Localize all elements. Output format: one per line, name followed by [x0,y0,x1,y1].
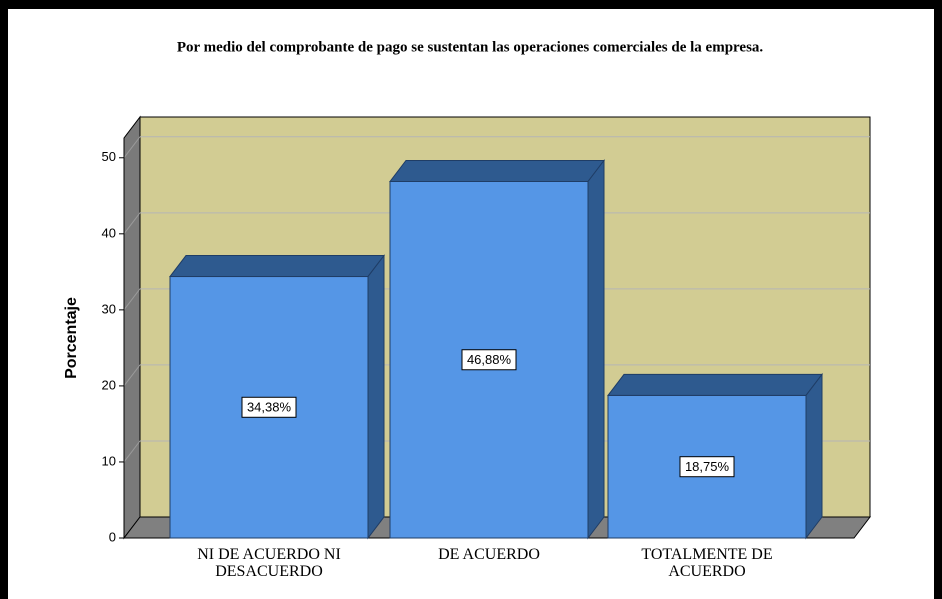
y-axis-label: Porcentaje [63,297,80,379]
bar-side [587,159,605,540]
y-tick-label: 0 [109,529,116,544]
y-tick-label: 10 [102,453,116,468]
grid-line-side [123,136,141,159]
grid-line-side [123,364,141,387]
x-tick-label: NI DE ACUERDO NI DESACUERDO [197,546,341,580]
bar-side [805,372,823,540]
bar-top [388,159,606,182]
chart-title: Por medio del comprobante de pago se sus… [177,39,764,55]
x-tick-label: TOTALMENTE DE ACUERDO [641,546,773,580]
y-tick-label: 30 [102,301,116,316]
grid-line-side [123,288,141,311]
grid-line-side [123,440,141,463]
value-label: 34,38% [247,400,292,415]
x-tick-label: DE ACUERDO [438,546,540,563]
bar-top [606,373,824,396]
grid-line-side [123,212,141,235]
value-label-box [241,396,297,418]
value-label-box [679,456,735,478]
value-label-box [461,349,517,371]
y-tick-label: 50 [102,149,116,164]
bar-side [367,254,385,540]
bar-top [168,255,386,278]
side-wall [123,115,141,540]
y-tick-label: 20 [102,377,116,392]
value-label: 46,88% [467,352,512,367]
y-tick-label: 40 [102,225,116,240]
value-label: 18,75% [685,459,730,474]
